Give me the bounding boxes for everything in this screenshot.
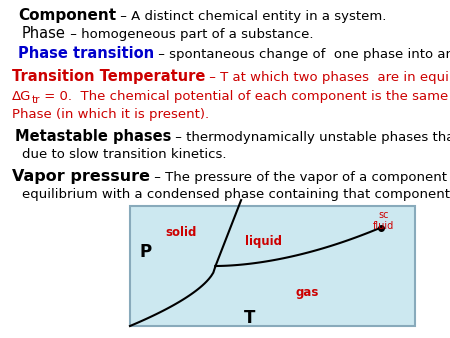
Text: – A distinct chemical entity in a system.: – A distinct chemical entity in a system… (116, 10, 387, 23)
Text: ΔG: ΔG (12, 90, 32, 103)
Text: = 0.  The chemical potential of each component is the same in each: = 0. The chemical potential of each comp… (40, 90, 450, 103)
Text: Phase: Phase (22, 26, 66, 41)
Text: T: T (244, 309, 256, 327)
Text: Phase transition: Phase transition (18, 46, 154, 61)
Text: – homogeneous part of a substance.: – homogeneous part of a substance. (66, 28, 313, 41)
Bar (130, 206, 415, 326)
Text: gas: gas (295, 286, 319, 299)
Text: due to slow transition kinetics.: due to slow transition kinetics. (22, 148, 226, 161)
Text: Transition Temperature: Transition Temperature (12, 69, 205, 84)
Text: – The pressure of the vapor of a component that is in: – The pressure of the vapor of a compone… (150, 171, 450, 184)
Text: sc
fluid: sc fluid (373, 210, 394, 231)
Text: – spontaneous change of  one phase into another.: – spontaneous change of one phase into a… (154, 48, 450, 61)
Text: tr: tr (32, 95, 40, 105)
Text: Vapor pressure: Vapor pressure (12, 169, 150, 184)
Text: – T at which two phases  are in equilibrium.: – T at which two phases are in equilibri… (205, 71, 450, 84)
Text: – thermodynamically unstable phases that persist: – thermodynamically unstable phases that… (171, 131, 450, 144)
Text: equilibrium with a condensed phase containing that component. P: equilibrium with a condensed phase conta… (22, 188, 450, 201)
Text: Component: Component (18, 8, 116, 23)
Text: liquid: liquid (245, 236, 283, 248)
Text: P: P (140, 243, 152, 261)
Text: solid: solid (166, 226, 197, 239)
Text: Metastable phases: Metastable phases (15, 129, 171, 144)
Text: Phase (in which it is present).: Phase (in which it is present). (12, 108, 209, 121)
